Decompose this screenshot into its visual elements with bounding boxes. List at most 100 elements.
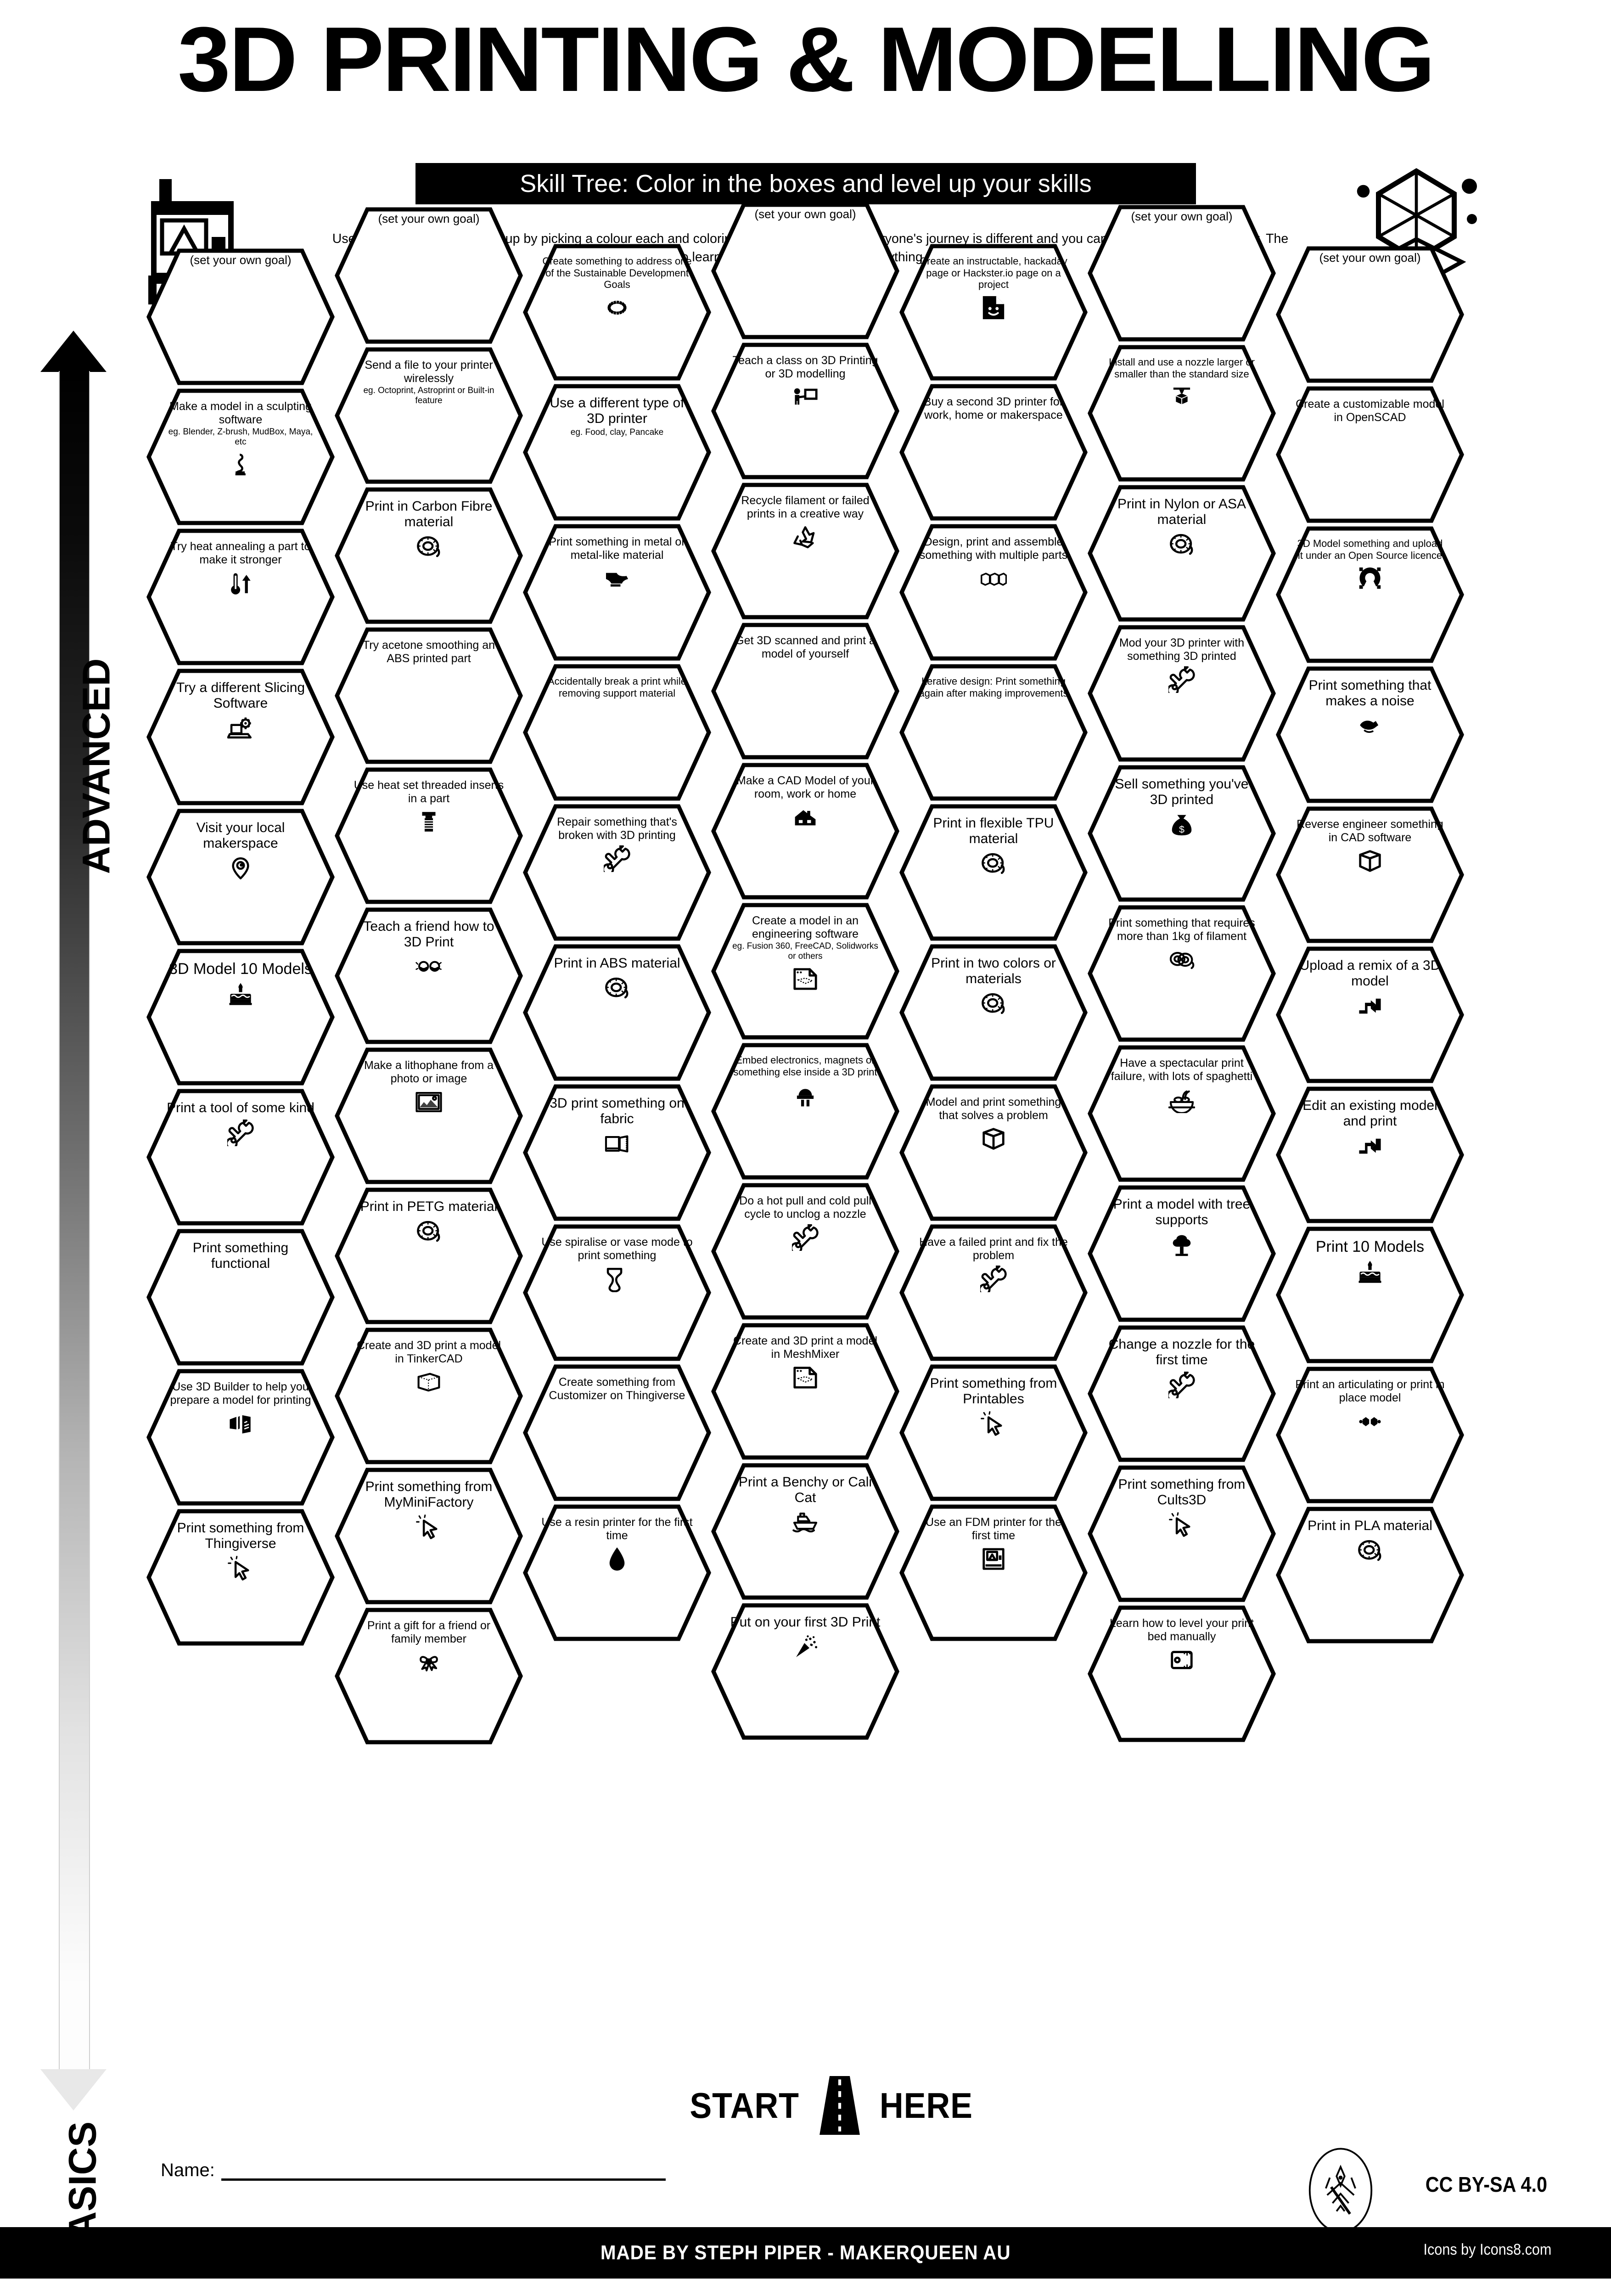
- skill-hex[interactable]: Print in PETG material: [334, 1187, 523, 1325]
- skill-hex[interactable]: Use a different type of 3D printer eg. F…: [522, 383, 712, 521]
- skill-hex[interactable]: Use heat set threaded inserts in a part: [334, 767, 523, 905]
- skill-hex[interactable]: Buy a second 3D printer for work, home o…: [899, 383, 1088, 521]
- skill-hex[interactable]: Teach a friend how to 3D Print: [334, 907, 523, 1045]
- spaghetti-icon: [1106, 1086, 1257, 1114]
- skill-hex[interactable]: Create a model in an engineering softwar…: [711, 902, 900, 1040]
- skill-hex[interactable]: Print a Benchy or Cali Cat: [711, 1463, 900, 1600]
- skill-hex[interactable]: Print something that makes a noise: [1275, 666, 1465, 804]
- skill-hex[interactable]: Print something from Cults3D: [1087, 1465, 1276, 1603]
- skill-hex[interactable]: Print an articulating or print in place …: [1275, 1366, 1465, 1504]
- filament-spool-icon: [1106, 530, 1257, 559]
- name-field-row[interactable]: Name:: [161, 2158, 666, 2181]
- skill-hex[interactable]: Print something functional: [146, 1228, 335, 1366]
- skill-hex[interactable]: (set your own goal): [1087, 204, 1276, 342]
- skill-hex[interactable]: Change a nozzle for the first time: [1087, 1325, 1276, 1463]
- skill-hex[interactable]: Iterative design: Print something again …: [899, 664, 1088, 801]
- skill-hex[interactable]: Print something from Printables: [899, 1364, 1088, 1502]
- filament-spool-icon: [353, 533, 505, 561]
- tools-icon: [730, 1223, 881, 1252]
- skill-hex[interactable]: Reverse engineer something in CAD softwa…: [1275, 806, 1465, 944]
- party-popper-icon: [730, 1633, 881, 1661]
- skill-hex[interactable]: Create and 3D print a model in TinkerCAD: [334, 1327, 523, 1465]
- skill-hex[interactable]: Edit an existing model and print: [1275, 1086, 1465, 1224]
- skill-hex-title: Use 3D Builder to help you prepare a mod…: [165, 1380, 316, 1407]
- skill-hex[interactable]: Mod your 3D printer with something 3D pr…: [1087, 625, 1276, 762]
- skill-hex[interactable]: Print in Carbon Fibre material: [334, 487, 523, 625]
- skill-hex-title: Create something to address one of the S…: [541, 255, 693, 291]
- skill-hex[interactable]: Do a hot pull and cold pull cycle to unc…: [711, 1182, 900, 1320]
- skill-hex[interactable]: Print in Nylon or ASA material: [1087, 484, 1276, 622]
- skill-hex[interactable]: Create and 3D print a model in MeshMixer: [711, 1322, 900, 1460]
- skill-hex[interactable]: Design, print and assemble something wit…: [899, 523, 1088, 661]
- skill-hex-title: 3D print something on fabric: [541, 1096, 693, 1127]
- skill-hex[interactable]: Accidentally break a print while removin…: [522, 664, 712, 801]
- cake-icon: [165, 980, 316, 1009]
- skill-hex[interactable]: Print something from Thingiverse: [146, 1508, 335, 1646]
- filament-spool-icon: [1294, 1536, 1446, 1565]
- skill-hex[interactable]: Print something in metal or metal-like m…: [522, 523, 712, 661]
- skill-hex[interactable]: (set your own goal): [1275, 246, 1465, 383]
- skill-hex[interactable]: Print in flexible TPU material: [899, 804, 1088, 941]
- skill-hex[interactable]: Print in two colors or materials: [899, 944, 1088, 1081]
- file-cube-icon: [730, 965, 881, 993]
- here-label: HERE: [880, 2085, 973, 2127]
- skill-hex-title: Have a spectacular print failure, with l…: [1106, 1057, 1257, 1083]
- skill-hex[interactable]: Send a file to your printer wirelessly e…: [334, 347, 523, 484]
- skill-hex[interactable]: Make a model in a sculpting software eg.…: [146, 388, 335, 526]
- skill-hex[interactable]: Make a CAD Model of your room, work or h…: [711, 762, 900, 900]
- skill-hex[interactable]: Create an instructable, hackaday page or…: [899, 243, 1088, 381]
- skill-hex[interactable]: (set your own goal): [146, 248, 335, 386]
- skill-hex-title: Print something from MyMiniFactory: [353, 1479, 505, 1510]
- skill-hex[interactable]: Print in PLA material: [1275, 1506, 1465, 1644]
- skill-hex[interactable]: Print something that requires more than …: [1087, 905, 1276, 1042]
- skill-hex-title: Upload a remix of a 3D model: [1294, 958, 1446, 989]
- skill-hex[interactable]: Use spiralise or vase mode to print some…: [522, 1224, 712, 1362]
- skill-hex[interactable]: Visit your local makerspace: [146, 808, 335, 946]
- skill-hex[interactable]: Try heat annealing a part to make it str…: [146, 528, 335, 666]
- skill-hex-title: Design, print and assemble something wit…: [918, 535, 1069, 562]
- name-input-line[interactable]: [221, 2158, 666, 2181]
- skill-hex[interactable]: Sell something you've 3D printed $: [1087, 765, 1276, 902]
- skill-hex[interactable]: 3D print something on fabric: [522, 1084, 712, 1221]
- skill-hex[interactable]: Teach a class on 3D Printing or 3D model…: [711, 342, 900, 480]
- skill-hex[interactable]: Create something to address one of the S…: [522, 243, 712, 381]
- skill-hex[interactable]: Print something from MyMiniFactory: [334, 1467, 523, 1605]
- skill-hex[interactable]: Put on your first 3D Print: [711, 1603, 900, 1740]
- skill-hex[interactable]: Learn how to level your print bed manual…: [1087, 1605, 1276, 1743]
- tools-icon: [1106, 665, 1257, 694]
- skill-hex[interactable]: Use a resin printer for the first time: [522, 1504, 712, 1642]
- skill-hex[interactable]: Model and print something that solves a …: [899, 1084, 1088, 1221]
- skill-hex[interactable]: Make a lithophane from a photo or image: [334, 1047, 523, 1185]
- skill-hex[interactable]: Have a spectacular print failure, with l…: [1087, 1045, 1276, 1182]
- boat-icon: [730, 1508, 881, 1537]
- skill-hex-title: Get 3D scanned and print a model of your…: [730, 634, 881, 660]
- skill-hex[interactable]: Get 3D scanned and print a model of your…: [711, 622, 900, 760]
- skill-hex[interactable]: Create a customizable model in OpenSCAD: [1275, 386, 1465, 523]
- skill-hex[interactable]: Print a gift for a friend or family memb…: [334, 1607, 523, 1745]
- skill-hex[interactable]: Print 10 Models: [1275, 1226, 1465, 1364]
- skill-hex[interactable]: Have a failed print and fix the problem: [899, 1224, 1088, 1362]
- skill-hex[interactable]: Print in ABS material: [522, 944, 712, 1081]
- skill-hex-title: Put on your first 3D Print: [730, 1615, 881, 1630]
- skill-hex[interactable]: Print a model with tree supports: [1087, 1185, 1276, 1322]
- skill-hex[interactable]: Create something from Customizer on Thin…: [522, 1364, 712, 1502]
- skill-hex[interactable]: 3D Model 10 Models: [146, 948, 335, 1086]
- skill-hex-subtitle: eg. Food, clay, Pancake: [541, 428, 693, 438]
- skill-hex[interactable]: Repair something that's broken with 3D p…: [522, 804, 712, 941]
- skill-hex[interactable]: Use 3D Builder to help you prepare a mod…: [146, 1368, 335, 1506]
- skill-hex-title: Print 10 Models: [1294, 1238, 1446, 1255]
- skill-hex[interactable]: (set your own goal): [334, 207, 523, 344]
- tree-icon: [1106, 1231, 1257, 1259]
- skill-hex[interactable]: Try acetone smoothing an ABS printed par…: [334, 627, 523, 765]
- skill-hex[interactable]: Embed electronics, magnets or something …: [711, 1042, 900, 1180]
- skill-hex[interactable]: Try a different Slicing Software: [146, 668, 335, 806]
- skill-hex-title: Change a nozzle for the first time: [1106, 1337, 1257, 1368]
- skill-hex[interactable]: Print a tool of some kind: [146, 1088, 335, 1226]
- skill-hex[interactable]: Upload a remix of a 3D model: [1275, 946, 1465, 1084]
- skill-hex-title: Buy a second 3D printer for work, home o…: [918, 395, 1069, 422]
- skill-hex[interactable]: Install and use a nozzle larger or small…: [1087, 344, 1276, 482]
- skill-hex[interactable]: (set your own goal): [711, 202, 900, 340]
- skill-hex[interactable]: 3D Model something and upload it under a…: [1275, 526, 1465, 664]
- skill-hex[interactable]: Use an FDM printer for the first time: [899, 1504, 1088, 1642]
- skill-hex[interactable]: Recycle filament or failed prints in a c…: [711, 482, 900, 620]
